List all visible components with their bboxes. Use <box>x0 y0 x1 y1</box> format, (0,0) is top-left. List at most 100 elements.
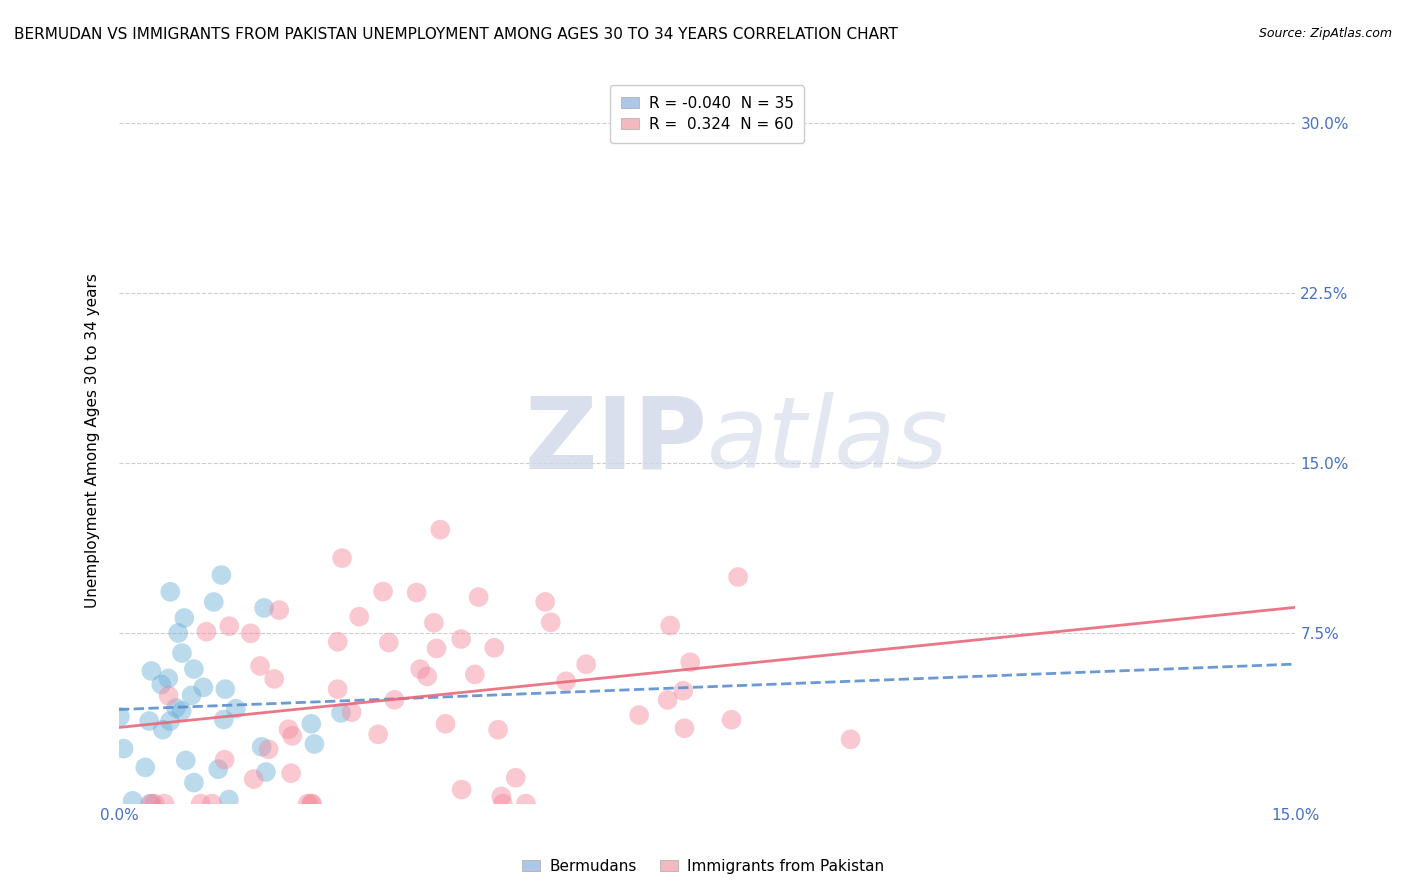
Point <box>515 797 537 811</box>
Point <box>159 584 181 599</box>
Point <box>720 713 742 727</box>
Y-axis label: Unemployment Among Ages 30 to 34 years: Unemployment Among Ages 30 to 34 years <box>86 273 100 608</box>
Point <box>659 618 682 632</box>
Point <box>150 677 173 691</box>
Point <box>239 626 262 640</box>
Point <box>183 775 205 789</box>
Point <box>257 742 280 756</box>
Point <box>416 669 439 683</box>
Point <box>299 716 322 731</box>
Point <box>170 646 193 660</box>
Point <box>170 704 193 718</box>
Point <box>157 672 180 686</box>
Legend: R = -0.040  N = 35, R =  0.324  N = 60: R = -0.040 N = 35, R = 0.324 N = 60 <box>610 85 804 143</box>
Point <box>409 662 432 676</box>
Point <box>269 603 291 617</box>
Point <box>330 551 353 566</box>
Point <box>152 723 174 737</box>
Point <box>214 682 236 697</box>
Text: BERMUDAN VS IMMIGRANTS FROM PAKISTAN UNEMPLOYMENT AMONG AGES 30 TO 34 YEARS CORR: BERMUDAN VS IMMIGRANTS FROM PAKISTAN UNE… <box>14 27 898 42</box>
Point <box>139 797 162 811</box>
Point <box>153 797 176 811</box>
Point <box>484 640 506 655</box>
Point <box>180 689 202 703</box>
Point <box>280 766 302 780</box>
Point <box>464 667 486 681</box>
Text: ZIP: ZIP <box>524 392 707 489</box>
Point <box>195 624 218 639</box>
Point <box>174 753 197 767</box>
Point <box>159 714 181 728</box>
Point <box>628 708 651 723</box>
Point <box>167 626 190 640</box>
Point <box>281 729 304 743</box>
Point <box>108 709 131 723</box>
Point <box>540 615 562 630</box>
Point <box>657 693 679 707</box>
Legend: Bermudans, Immigrants from Pakistan: Bermudans, Immigrants from Pakistan <box>516 853 890 880</box>
Point <box>190 797 212 811</box>
Point <box>450 782 472 797</box>
Point <box>367 727 389 741</box>
Point <box>201 797 224 811</box>
Point <box>486 723 509 737</box>
Point <box>193 681 215 695</box>
Point <box>134 760 156 774</box>
Point <box>112 741 135 756</box>
Point <box>534 595 557 609</box>
Point <box>371 584 394 599</box>
Point <box>378 635 401 649</box>
Point <box>425 641 447 656</box>
Point <box>263 672 285 686</box>
Point <box>157 689 180 703</box>
Point <box>218 619 240 633</box>
Point <box>253 601 276 615</box>
Point <box>143 797 166 811</box>
Point <box>450 632 472 646</box>
Point <box>839 732 862 747</box>
Point <box>326 634 349 648</box>
Point <box>492 797 515 811</box>
Point <box>242 772 264 786</box>
Point <box>121 794 143 808</box>
Point <box>575 657 598 672</box>
Point <box>297 797 319 811</box>
Point <box>301 797 323 811</box>
Point <box>423 615 446 630</box>
Point <box>202 595 225 609</box>
Point <box>138 714 160 728</box>
Point <box>254 764 277 779</box>
Point <box>679 655 702 669</box>
Text: Source: ZipAtlas.com: Source: ZipAtlas.com <box>1258 27 1392 40</box>
Point <box>429 523 451 537</box>
Point <box>326 682 349 697</box>
Point <box>173 611 195 625</box>
Point <box>183 662 205 676</box>
Point <box>214 753 236 767</box>
Point <box>304 737 326 751</box>
Point <box>277 723 299 737</box>
Point <box>141 664 163 678</box>
Point <box>225 701 247 715</box>
Point <box>434 716 457 731</box>
Point <box>555 674 578 689</box>
Point <box>727 570 749 584</box>
Point <box>672 683 695 698</box>
Point <box>218 792 240 806</box>
Point <box>207 762 229 776</box>
Point <box>491 789 513 804</box>
Point <box>250 739 273 754</box>
Point <box>299 797 322 811</box>
Point <box>405 585 427 599</box>
Point <box>212 713 235 727</box>
Point <box>384 693 406 707</box>
Point <box>673 721 696 735</box>
Point <box>165 701 187 715</box>
Point <box>249 659 271 673</box>
Point <box>505 771 527 785</box>
Point <box>141 797 163 811</box>
Point <box>209 568 232 582</box>
Point <box>467 590 489 604</box>
Point <box>347 609 370 624</box>
Point <box>340 705 363 719</box>
